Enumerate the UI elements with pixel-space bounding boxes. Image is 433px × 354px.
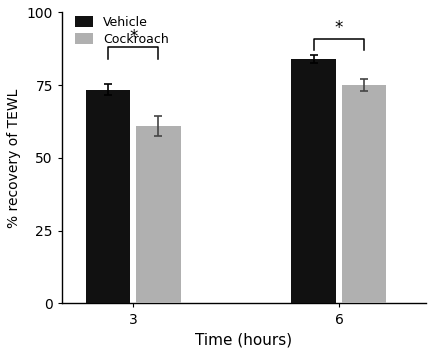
X-axis label: Time (hours): Time (hours)	[195, 332, 293, 347]
Bar	[136, 126, 181, 303]
Legend: Vehicle, Cockroach: Vehicle, Cockroach	[75, 16, 169, 46]
Bar	[342, 85, 387, 303]
Bar	[291, 59, 336, 303]
Y-axis label: % recovery of TEWL: % recovery of TEWL	[7, 88, 21, 228]
Text: *: *	[129, 28, 137, 46]
Bar	[86, 90, 130, 303]
Text: *: *	[335, 19, 343, 37]
